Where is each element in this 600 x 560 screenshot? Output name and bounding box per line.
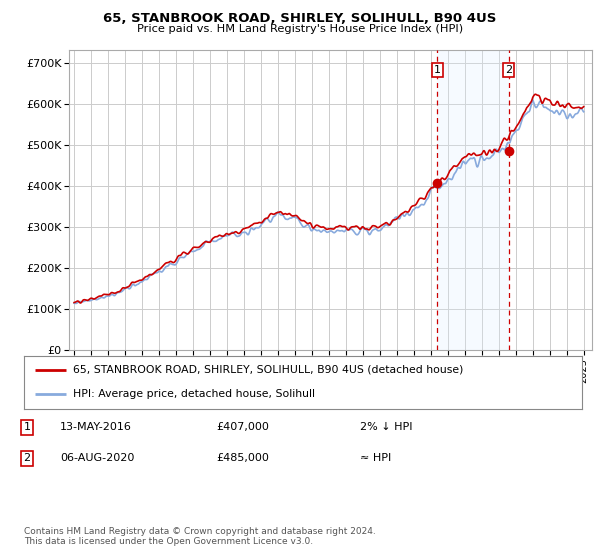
Text: 13-MAY-2016: 13-MAY-2016: [60, 422, 132, 432]
Text: £407,000: £407,000: [216, 422, 269, 432]
Text: 1: 1: [434, 65, 440, 75]
Text: 2% ↓ HPI: 2% ↓ HPI: [360, 422, 413, 432]
Text: Price paid vs. HM Land Registry's House Price Index (HPI): Price paid vs. HM Land Registry's House …: [137, 24, 463, 34]
Text: 1: 1: [23, 422, 31, 432]
Text: Contains HM Land Registry data © Crown copyright and database right 2024.
This d: Contains HM Land Registry data © Crown c…: [24, 526, 376, 546]
Text: £485,000: £485,000: [216, 453, 269, 463]
Text: HPI: Average price, detached house, Solihull: HPI: Average price, detached house, Soli…: [73, 389, 315, 399]
Text: 2: 2: [23, 453, 31, 463]
Text: 65, STANBROOK ROAD, SHIRLEY, SOLIHULL, B90 4US: 65, STANBROOK ROAD, SHIRLEY, SOLIHULL, B…: [103, 12, 497, 25]
Bar: [437, 50, 509, 350]
Text: 06-AUG-2020: 06-AUG-2020: [60, 453, 134, 463]
Text: ≈ HPI: ≈ HPI: [360, 453, 391, 463]
Text: 65, STANBROOK ROAD, SHIRLEY, SOLIHULL, B90 4US (detached house): 65, STANBROOK ROAD, SHIRLEY, SOLIHULL, B…: [73, 365, 463, 375]
Text: 2: 2: [505, 65, 512, 75]
